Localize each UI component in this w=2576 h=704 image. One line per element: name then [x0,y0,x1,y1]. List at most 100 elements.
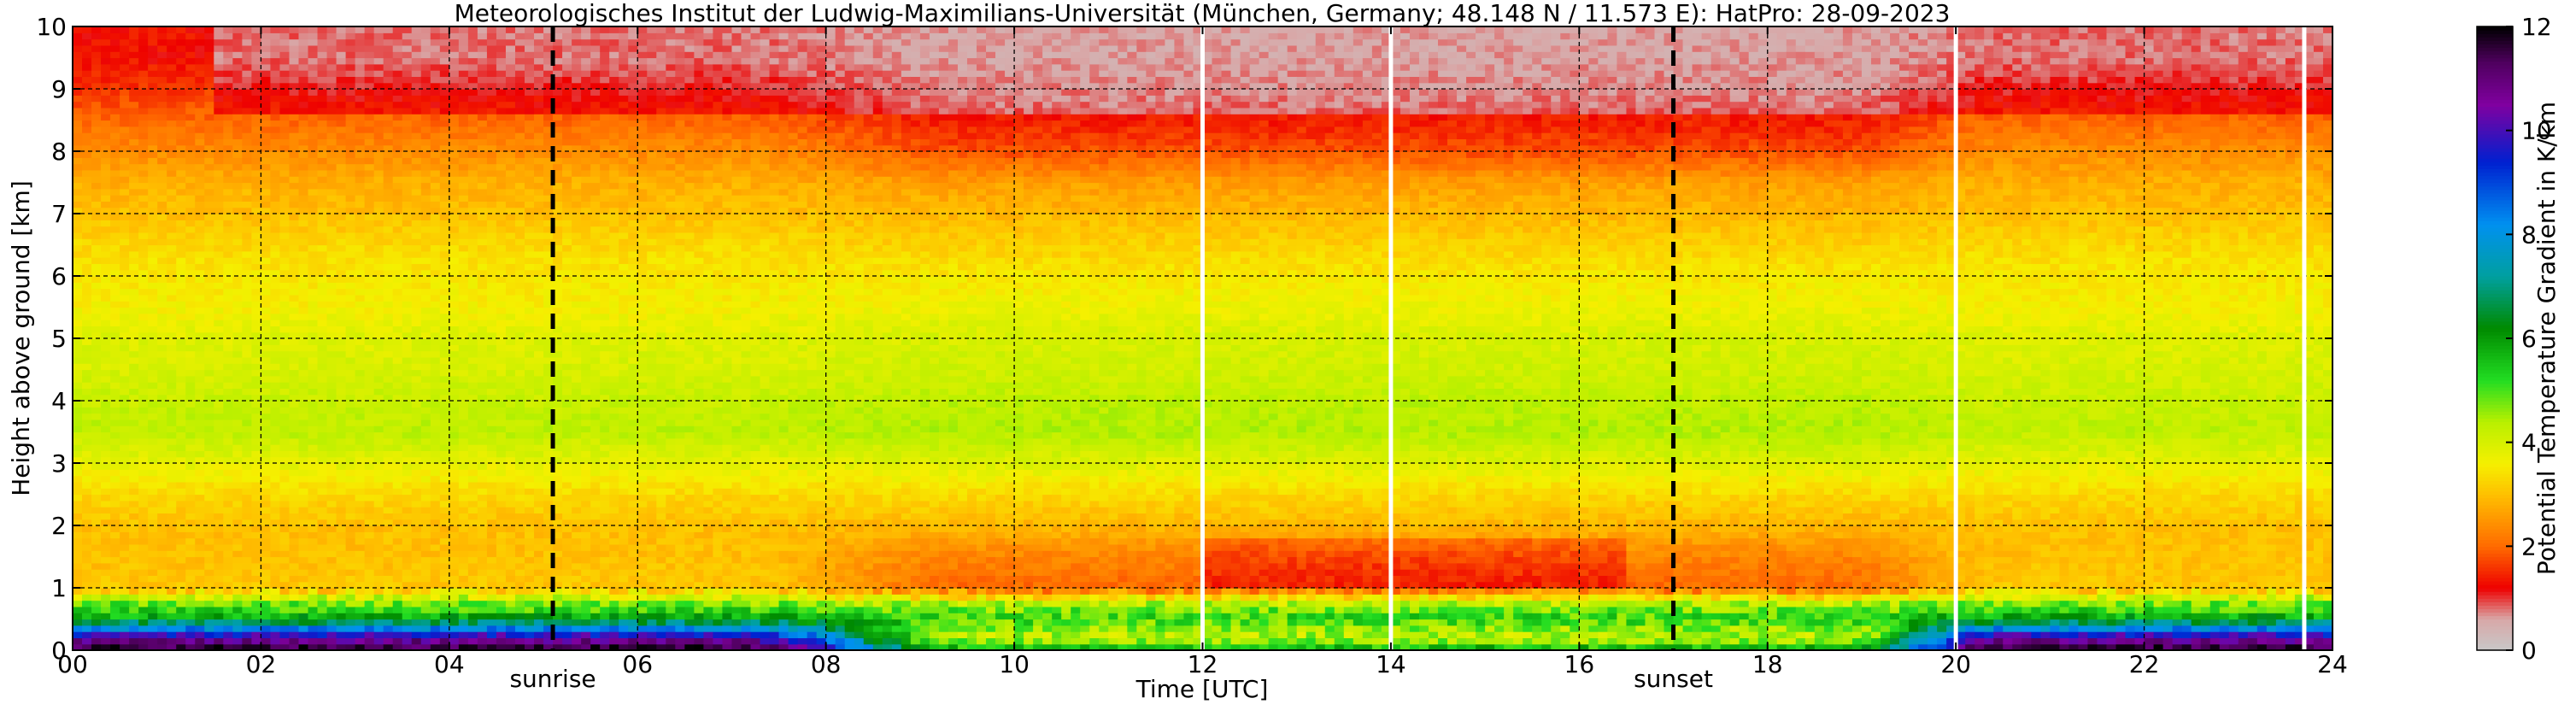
heatmap-cell [525,450,535,458]
heatmap-cell [129,613,139,620]
heatmap-cell [157,95,167,103]
heatmap-cell [458,313,469,320]
heatmap-cell [232,513,243,520]
heatmap-cell [223,401,233,408]
heatmap-cell [336,126,347,133]
heatmap-cell [486,513,497,520]
heatmap-cell [420,220,431,227]
heatmap-cell [534,220,544,227]
heatmap-cell [336,120,347,127]
heatmap-cell [232,537,243,545]
heatmap-cell [289,331,300,339]
heatmap-cell [534,356,544,364]
heatmap-cell [364,120,375,127]
heatmap-cell [336,394,347,402]
heatmap-cell [185,157,196,165]
heatmap-cell [505,394,516,402]
heatmap-cell [317,32,328,40]
heatmap-cell [355,138,366,146]
heatmap-cell [496,619,507,626]
heatmap-cell [120,238,130,246]
heatmap-cell [279,107,290,114]
heatmap-cell [279,481,290,489]
heatmap-cell [110,76,120,84]
heatmap-cell [525,301,535,308]
heatmap-cell [505,282,516,290]
heatmap-cell [373,169,384,177]
heatmap-cell [110,488,120,496]
heatmap-cell [298,95,309,103]
heatmap-cell [261,456,272,464]
heatmap-cell [355,500,366,507]
heatmap-cell [279,176,290,184]
heatmap-cell [534,301,544,308]
heatmap-cell [467,569,478,576]
heatmap-cell [185,613,196,620]
heatmap-cell [101,331,111,339]
heatmap-cell [345,600,356,607]
heatmap-cell [101,89,111,96]
heatmap-cell [101,369,111,377]
heatmap-cell [345,313,356,320]
heatmap-cell [214,401,224,408]
heatmap-cell [110,507,120,513]
heatmap-cell [91,631,102,638]
heatmap-cell [355,513,366,520]
heatmap-cell [317,425,328,433]
heatmap-cell [120,463,130,470]
heatmap-cell [138,507,149,513]
heatmap-cell [176,388,186,396]
heatmap-cell [195,288,205,296]
heatmap-cell [204,619,214,626]
heatmap-cell [204,543,214,551]
heatmap-cell [534,413,544,420]
heatmap-cell [486,82,497,90]
heatmap-cell [279,507,290,513]
heatmap-cell [534,456,544,464]
heatmap-cell [185,38,196,46]
heatmap-cell [204,575,214,583]
heatmap-cell [514,431,525,439]
heatmap-cell [261,169,272,177]
heatmap-cell [505,562,516,570]
heatmap-cell [242,320,252,326]
heatmap-cell [298,606,309,613]
heatmap-cell [355,507,366,513]
heatmap-cell [129,425,139,433]
heatmap-cell [232,519,243,526]
heatmap-cell [223,643,233,651]
heatmap-cell [364,126,375,133]
heatmap-cell [279,244,290,252]
heatmap-cell [101,176,111,184]
heatmap-cell [148,163,158,171]
heatmap-cell [467,537,478,545]
heatmap-cell [157,369,167,377]
heatmap-cell [204,294,214,302]
heatmap-cell [129,475,139,483]
heatmap-cell [308,562,319,570]
heatmap-cell [326,550,337,558]
heatmap-cell [439,276,450,283]
heatmap-cell [336,95,347,103]
heatmap-cell [73,169,83,177]
heatmap-cell [185,450,196,458]
heatmap-cell [467,575,478,583]
heatmap-cell [223,556,233,564]
heatmap-cell [336,301,347,308]
heatmap-cell [308,543,319,551]
heatmap-cell [383,425,394,433]
heatmap-cell [298,625,309,632]
heatmap-cell [298,114,309,121]
heatmap-cell [148,469,158,477]
heatmap-cell [402,331,413,339]
heatmap-cell [449,89,460,96]
heatmap-cell [449,619,460,626]
heatmap-cell [157,51,167,59]
heatmap-cell [430,307,441,314]
heatmap-cell [439,214,450,220]
heatmap-cell [411,188,422,196]
heatmap-cell [308,244,319,252]
heatmap-cell [430,338,441,345]
heatmap-cell [82,619,92,626]
heatmap-cell [289,263,300,271]
